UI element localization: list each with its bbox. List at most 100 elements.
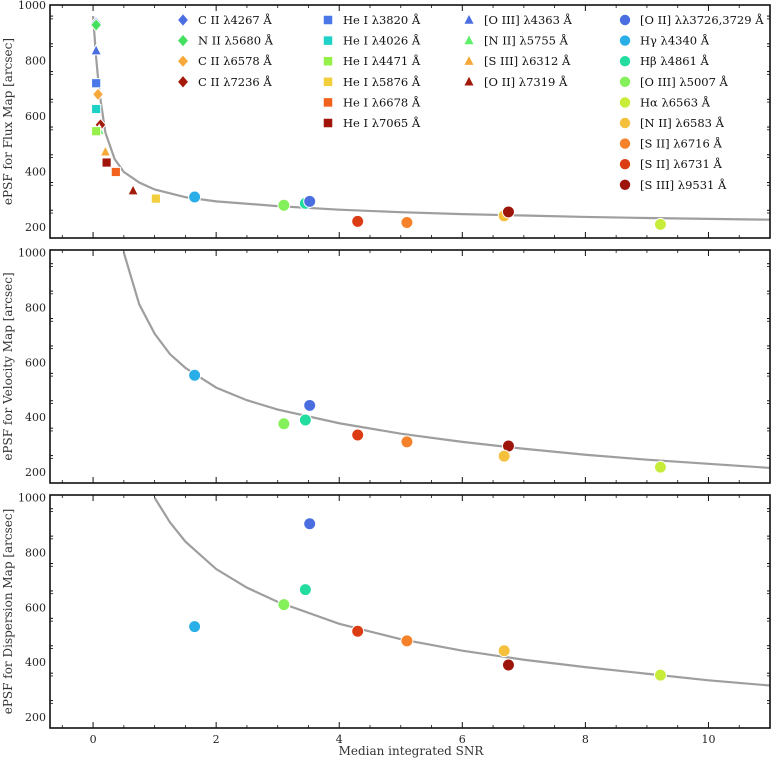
dispersion-panel: 200 400 600 800 1000 0 2 4 6 8 10 ePSF for Dispersi…: [1, 492, 771, 746]
legend-marker: [618, 13, 632, 27]
dispersion-point: [653, 668, 667, 682]
dispersion-ytick-label: 800: [25, 547, 46, 560]
flux-ytick-label: 1000: [18, 0, 46, 12]
legend-marker: [176, 53, 190, 69]
legend-marker: [462, 74, 476, 87]
legend-label: C II λ4267 Å: [198, 13, 272, 27]
dispersion-point: [400, 634, 414, 648]
legend-marker: [618, 55, 632, 68]
flux-ytick-label: 400: [25, 165, 46, 178]
flux-point: [110, 166, 121, 178]
flux-point: [188, 190, 202, 204]
dispersion-point: [298, 583, 312, 597]
flux-ytick-label: 200: [25, 221, 46, 234]
legend-label: Hγ λ4340 Å: [640, 34, 710, 48]
legend-label: [O II] λλ3726,3729 Å: [640, 13, 764, 27]
flux-ytick-label: 600: [25, 110, 46, 123]
legend-marker: [618, 116, 632, 130]
flux-point: [653, 217, 667, 231]
legend-label: [N II] λ6583 Å: [640, 116, 725, 130]
xtick-label: 4: [336, 733, 343, 746]
dispersion-point: [501, 658, 515, 672]
dispersion-point: [188, 620, 202, 634]
dispersion-point: [497, 644, 511, 658]
flux-point: [351, 214, 365, 228]
dispersion-fit-curve: [153, 497, 770, 687]
velocity-point: [400, 435, 414, 449]
flux-panel: 200 400 600 800 1000 ePSF for Flux Map [arcse…: [1, 0, 771, 239]
legend-label: He I λ3820 Å: [343, 13, 421, 27]
legend-marker: [618, 96, 632, 109]
legend-marker: [462, 53, 476, 66]
velocity-ytick-label: 200: [25, 466, 46, 479]
flux-point: [90, 43, 103, 56]
flux-point: [400, 215, 414, 229]
flux-point: [150, 193, 161, 204]
legend-label: [N II] λ5755 Å: [484, 34, 569, 48]
legend-marker: [322, 35, 334, 46]
legend-label: Hα λ6563 Å: [640, 95, 711, 109]
legend-label: [S II] λ6716 Å: [640, 137, 722, 151]
flux-ytick-label: 800: [25, 54, 46, 67]
dispersion-ytick-label: 400: [25, 656, 46, 669]
legend-label: [O III] λ4363 Å: [484, 13, 573, 27]
legend-label: N II λ5680 Å: [198, 34, 274, 48]
legend-marker: [176, 33, 190, 48]
legend-label: He I λ4026 Å: [343, 34, 421, 48]
legend-marker: [462, 12, 476, 25]
legend-marker: [618, 178, 632, 192]
legend-label: He I λ4471 Å: [343, 54, 421, 68]
legend-marker: [618, 34, 632, 47]
velocity-fit-curve: [122, 252, 770, 470]
velocity-ytick-label: 1000: [18, 247, 46, 260]
legend-marker: [322, 14, 334, 26]
legend-label: [S II] λ6731 Å: [640, 157, 722, 171]
velocity-point: [277, 417, 291, 431]
legend-marker: [322, 55, 334, 67]
flux-point: [277, 198, 291, 212]
dispersion-point: [277, 598, 291, 612]
dispersion-ytick-label: 600: [25, 601, 46, 614]
dispersion-point: [351, 624, 365, 638]
flux-point: [101, 157, 112, 168]
legend-label: He I λ6678 Å: [343, 95, 421, 109]
velocity-point: [653, 460, 667, 474]
xtick-label: 2: [213, 733, 220, 746]
legend-marker: [618, 158, 632, 171]
flux-point: [91, 87, 105, 102]
velocity-point: [303, 398, 317, 412]
dispersion-ytick-label: 200: [25, 711, 46, 724]
velocity-ytick-label: 600: [25, 356, 46, 369]
velocity-frame: [49, 249, 771, 484]
legend-label: [O III] λ5007 Å: [640, 75, 729, 89]
flux-point: [127, 183, 140, 196]
legend-marker: [322, 76, 334, 88]
xtick-label: 6: [459, 733, 466, 746]
legend-label: He I λ5876 Å: [343, 75, 421, 89]
dispersion-y-axis-title: ePSF for Dispersion Map [arcsec]: [1, 509, 15, 715]
flux-frame: [49, 4, 771, 239]
flux-point: [303, 194, 317, 208]
panels-layer: 200 400 600 800 1000 ePSF for Flux Map [arcse…: [1, 0, 771, 746]
dispersion-ytick-label: 1000: [18, 492, 46, 505]
legend-marker: [176, 12, 190, 28]
flux-point: [91, 126, 102, 137]
flux-fit-curve: [91, 16, 770, 221]
legend-marker: [462, 33, 476, 46]
legend-marker: [618, 75, 632, 89]
velocity-point: [188, 368, 202, 382]
flux-point: [99, 144, 112, 157]
legend-label: C II λ6578 Å: [198, 54, 272, 68]
dispersion-frame: [49, 494, 771, 729]
legend-marker: [618, 137, 632, 150]
velocity-y-axis-title: ePSF for Velocity Map [arcsec]: [1, 272, 15, 460]
legend-label: C II λ7236 Å: [198, 75, 272, 89]
legend: C II λ4267 Å N II λ5680 Å C II λ6578 Å C II…: [176, 12, 764, 192]
velocity-ytick-label: 400: [25, 411, 46, 424]
dispersion-point: [303, 517, 317, 531]
flux-point: [91, 78, 102, 89]
flux-y-axis-title: ePSF for Flux Map [arcsec]: [1, 38, 15, 205]
x-axis-title: Median integrated SNR: [339, 744, 485, 758]
legend-label: He I λ7065 Å: [343, 116, 421, 130]
